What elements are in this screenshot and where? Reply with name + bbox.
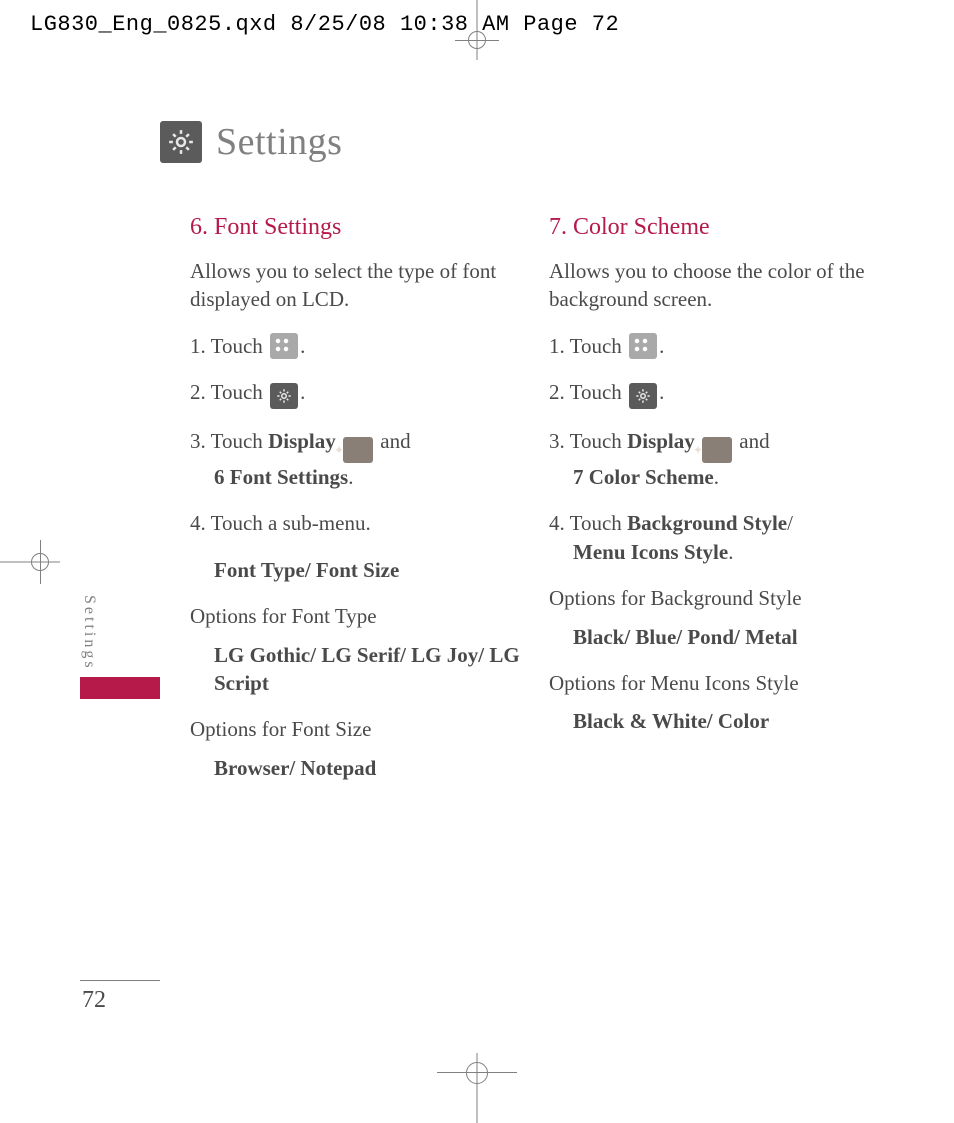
step-bold: Display bbox=[268, 429, 336, 453]
step-text: . bbox=[659, 334, 664, 358]
side-tab: Settings bbox=[80, 595, 160, 699]
step-bold: 7 Color Scheme bbox=[573, 465, 714, 489]
step-bold: Display bbox=[627, 429, 695, 453]
intro-font-settings: Allows you to select the type of font di… bbox=[190, 257, 521, 314]
content-area: Settings 6. Font Settings Allows you to … bbox=[160, 120, 880, 1000]
display-icon: ✦ bbox=[702, 437, 732, 463]
crop-mark-top-v bbox=[477, 0, 478, 60]
page-root: LG830_Eng_0825.qxd 8/25/08 10:38 AM Page… bbox=[0, 0, 954, 1123]
options-font-size-label: Options for Font Size bbox=[190, 715, 521, 743]
options-menu-icons-values: Black & White/ Color bbox=[549, 707, 880, 735]
registration-circle-bottom bbox=[466, 1062, 488, 1084]
intro-color-scheme: Allows you to choose the color of the ba… bbox=[549, 257, 880, 314]
options-font-size-values: Browser/ Notepad bbox=[190, 754, 521, 782]
step-4-right: 4. Touch Background Style/ Menu Icons St… bbox=[549, 509, 880, 566]
options-bg-style-label: Options for Background Style bbox=[549, 584, 880, 612]
step-3-right: 3. Touch Display ✦ and 7 Color Scheme. bbox=[549, 427, 880, 491]
page-number-rule bbox=[80, 980, 160, 981]
section-title-color-scheme: 7. Color Scheme bbox=[549, 214, 880, 241]
step-1-left: 1. Touch . bbox=[190, 332, 521, 360]
step-text: 4. Touch bbox=[549, 511, 627, 535]
step-bold: Menu Icons Style bbox=[573, 540, 728, 564]
step-text: . bbox=[714, 465, 719, 489]
right-column: 7. Color Scheme Allows you to choose the… bbox=[549, 214, 880, 800]
step-bold: 6 Font Settings bbox=[214, 465, 348, 489]
side-tab-bar bbox=[80, 677, 160, 699]
settings-icon bbox=[629, 383, 657, 409]
page-number-block: 72 bbox=[80, 980, 160, 1014]
columns: 6. Font Settings Allows you to select th… bbox=[160, 214, 880, 800]
section-title-font-settings: 6. Font Settings bbox=[190, 214, 521, 241]
print-header: LG830_Eng_0825.qxd 8/25/08 10:38 AM Page… bbox=[30, 12, 619, 37]
step-2-left: 2. Touch . bbox=[190, 378, 521, 409]
left-column: 6. Font Settings Allows you to select th… bbox=[190, 214, 521, 800]
step-bold: Background Style bbox=[627, 511, 787, 535]
step-text: and bbox=[734, 429, 770, 453]
step-2-right: 2. Touch . bbox=[549, 378, 880, 409]
options-font-type-values: LG Gothic/ LG Serif/ LG Joy/ LG Script bbox=[190, 641, 521, 698]
heading-row: Settings bbox=[160, 120, 880, 164]
step-4-sub-left: Font Type/ Font Size bbox=[190, 556, 521, 584]
step-text: and bbox=[375, 429, 411, 453]
display-icon: ✦ bbox=[343, 437, 373, 463]
options-menu-icons-label: Options for Menu Icons Style bbox=[549, 669, 880, 697]
step-text: / bbox=[787, 511, 793, 535]
crop-mark-left-h bbox=[0, 561, 60, 562]
registration-circle-top bbox=[468, 31, 486, 49]
step-text: . bbox=[659, 380, 664, 404]
registration-circle-left bbox=[31, 553, 49, 571]
step-text: . bbox=[728, 540, 733, 564]
step-text: . bbox=[300, 380, 305, 404]
step-3-left: 3. Touch Display ✦ and 6 Font Settings. bbox=[190, 427, 521, 491]
step-text: 3. Touch bbox=[549, 429, 627, 453]
step-text: 1. Touch bbox=[190, 334, 268, 358]
page-number: 72 bbox=[80, 987, 160, 1014]
side-tab-label: Settings bbox=[80, 595, 98, 671]
step-text: 2. Touch bbox=[549, 380, 627, 404]
step-text: . bbox=[300, 334, 305, 358]
page-title: Settings bbox=[216, 120, 342, 164]
gear-icon bbox=[160, 121, 202, 163]
options-font-type-label: Options for Font Type bbox=[190, 602, 521, 630]
step-4-left: 4. Touch a sub-menu. bbox=[190, 509, 521, 537]
step-text: 2. Touch bbox=[190, 380, 268, 404]
step-1-right: 1. Touch . bbox=[549, 332, 880, 360]
step-text: . bbox=[348, 465, 353, 489]
step-text: 3. Touch bbox=[190, 429, 268, 453]
menu-grid-icon bbox=[629, 333, 657, 359]
menu-grid-icon bbox=[270, 333, 298, 359]
settings-icon bbox=[270, 383, 298, 409]
step-text: 1. Touch bbox=[549, 334, 627, 358]
options-bg-style-values: Black/ Blue/ Pond/ Metal bbox=[549, 623, 880, 651]
